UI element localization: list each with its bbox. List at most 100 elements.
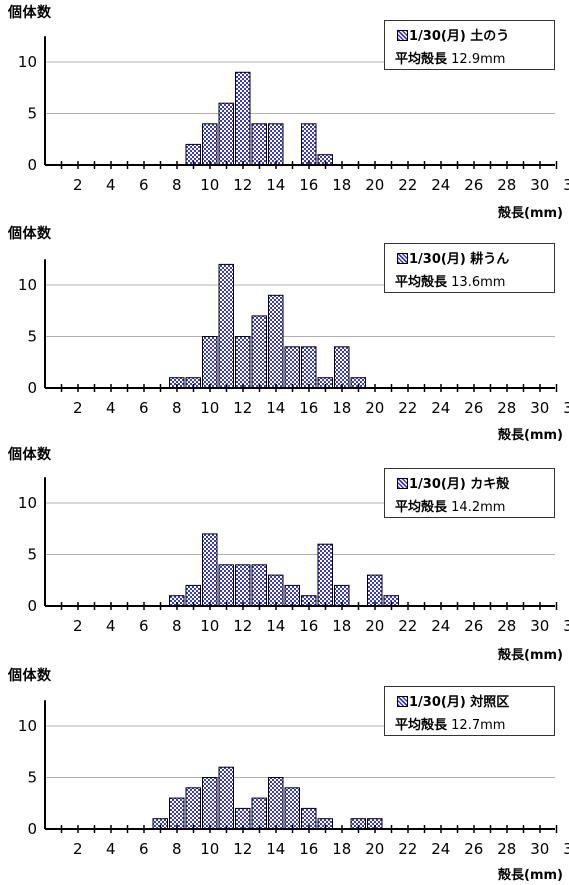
x-tick-label: 2 xyxy=(73,399,83,417)
x-tick-label: 28 xyxy=(497,176,516,194)
bar xyxy=(284,787,300,830)
bar xyxy=(202,123,218,166)
x-tick-label: 30 xyxy=(530,176,549,194)
x-tick-label: 20 xyxy=(365,840,384,858)
y-tick-label: 5 xyxy=(27,105,37,123)
x-tick-label: 24 xyxy=(431,617,450,635)
x-tick-label: 24 xyxy=(431,176,450,194)
y-tick-label: 10 xyxy=(18,494,37,512)
bar xyxy=(202,777,218,830)
legend-mean-label: 平均殻長 xyxy=(395,52,448,67)
legend-mean: 平均殻長 14.2mm xyxy=(395,496,505,515)
bar xyxy=(169,797,185,830)
y-axis-label: 個体数 xyxy=(8,447,52,463)
x-tick-label: 6 xyxy=(139,176,149,194)
y-axis-label: 個体数 xyxy=(8,226,52,242)
x-tick-label: 22 xyxy=(398,176,417,194)
x-tick-label: 4 xyxy=(106,176,116,194)
bar xyxy=(218,263,234,389)
x-tick-label: 32 xyxy=(563,399,569,417)
bar xyxy=(268,777,284,830)
y-axis-label: 個体数 xyxy=(8,5,52,21)
legend-series-label: 1/30(月) カキ殻 xyxy=(409,477,510,492)
x-tick-label: 4 xyxy=(106,840,116,858)
x-tick-label: 16 xyxy=(299,399,318,417)
x-tick-label: 28 xyxy=(497,617,516,635)
y-tick-label: 0 xyxy=(27,597,37,615)
chart-svg: 05102468101214161820222426283032 xyxy=(18,259,569,417)
legend-mean: 平均殻長 12.7mm xyxy=(395,714,505,733)
x-tick-label: 28 xyxy=(497,840,516,858)
x-tick-label: 10 xyxy=(200,176,219,194)
x-tick-label: 22 xyxy=(398,840,417,858)
x-tick-label: 30 xyxy=(530,840,549,858)
x-tick-label: 18 xyxy=(332,399,351,417)
x-tick-label: 2 xyxy=(73,840,83,858)
chart-svg: 05102468101214161820222426283032 xyxy=(18,36,569,194)
x-tick-label: 8 xyxy=(172,617,182,635)
bar xyxy=(367,574,383,607)
x-tick-label: 18 xyxy=(332,617,351,635)
x-axis-label: 殻長(mm) xyxy=(498,206,563,221)
bar xyxy=(268,574,284,607)
x-tick-label: 8 xyxy=(172,176,182,194)
x-tick-label: 6 xyxy=(139,617,149,635)
bar xyxy=(301,123,317,166)
legend-series-label: 1/30(月) 耕うん xyxy=(409,252,510,267)
legend-mean: 平均殻長 12.9mm xyxy=(395,48,505,67)
y-tick-label: 0 xyxy=(27,379,37,397)
x-tick-label: 26 xyxy=(464,399,483,417)
bar xyxy=(251,564,267,607)
x-tick-label: 18 xyxy=(332,176,351,194)
y-tick-label: 5 xyxy=(27,546,37,564)
x-tick-label: 20 xyxy=(365,176,384,194)
legend-mean-label: 平均殻長 xyxy=(395,275,448,290)
x-tick-label: 28 xyxy=(497,399,516,417)
legend-mean-value: 14.2mm xyxy=(451,500,506,515)
x-tick-label: 2 xyxy=(73,176,83,194)
bar xyxy=(235,71,251,166)
x-tick-label: 14 xyxy=(266,617,285,635)
bar xyxy=(301,346,317,389)
bar xyxy=(202,533,218,607)
y-tick-label: 0 xyxy=(27,156,37,174)
chart-svg: 05102468101214161820222426283032 xyxy=(18,700,569,858)
x-axis-label: 殻長(mm) xyxy=(498,868,563,883)
x-tick-label: 4 xyxy=(106,617,116,635)
bar xyxy=(218,564,234,607)
x-tick-label: 4 xyxy=(106,399,116,417)
legend-swatch-icon xyxy=(397,478,408,489)
y-tick-label: 10 xyxy=(18,276,37,294)
bar xyxy=(185,787,201,830)
bar xyxy=(268,123,284,166)
legend: 1/30(月) 耕うん 平均殻長 13.6mm xyxy=(384,243,555,293)
x-tick-label: 22 xyxy=(398,617,417,635)
legend-swatch-icon xyxy=(397,696,408,707)
x-tick-label: 30 xyxy=(530,399,549,417)
x-tick-label: 26 xyxy=(464,840,483,858)
x-tick-label: 12 xyxy=(233,176,252,194)
x-axis-label: 殻長(mm) xyxy=(498,648,563,663)
y-tick-label: 5 xyxy=(27,328,37,346)
x-tick-label: 12 xyxy=(233,617,252,635)
legend-mean-value: 12.7mm xyxy=(451,718,506,733)
legend-mean-label: 平均殻長 xyxy=(395,718,448,733)
x-tick-label: 6 xyxy=(139,840,149,858)
x-tick-label: 32 xyxy=(563,840,569,858)
bar xyxy=(251,797,267,830)
y-tick-label: 0 xyxy=(27,820,37,838)
x-tick-label: 16 xyxy=(299,840,318,858)
bar xyxy=(284,346,300,389)
x-tick-label: 24 xyxy=(431,399,450,417)
legend-mean: 平均殻長 13.6mm xyxy=(395,271,505,290)
x-tick-label: 10 xyxy=(200,399,219,417)
x-tick-label: 10 xyxy=(200,840,219,858)
x-tick-label: 26 xyxy=(464,617,483,635)
x-tick-label: 10 xyxy=(200,617,219,635)
x-tick-label: 20 xyxy=(365,399,384,417)
legend: 1/30(月) カキ殻 平均殻長 14.2mm xyxy=(384,468,555,518)
legend-series-label: 1/30(月) 対照区 xyxy=(409,695,510,710)
bar xyxy=(251,123,267,166)
legend-series-label: 1/30(月) 土のう xyxy=(409,29,510,44)
x-tick-label: 14 xyxy=(266,399,285,417)
